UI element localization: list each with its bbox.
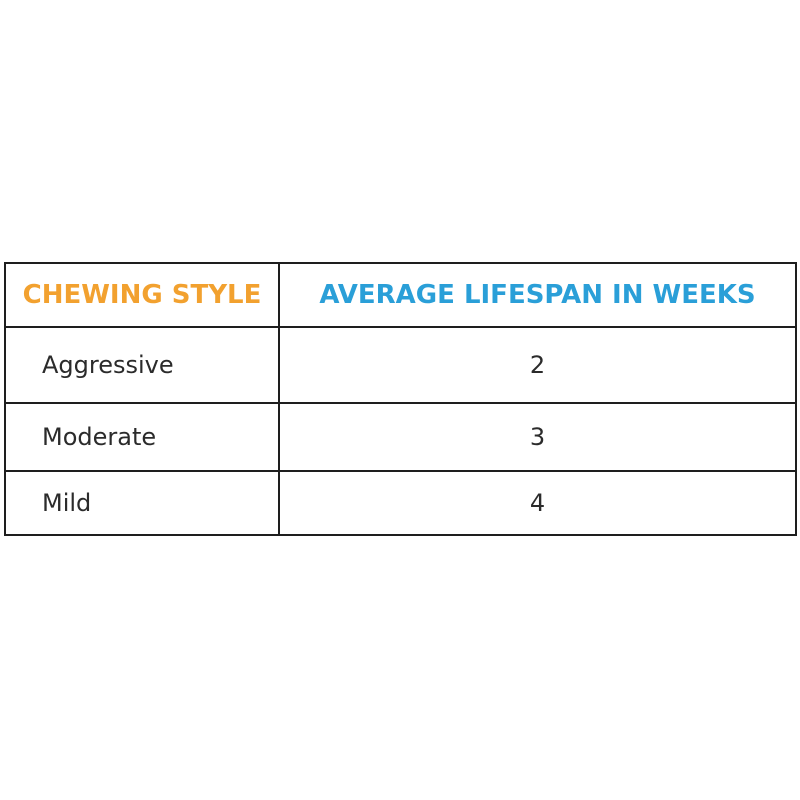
- table-row-weeks: 4: [529, 489, 546, 517]
- table-row-style: Mild: [6, 472, 280, 534]
- header-chewing-style: CHEWING STYLE: [6, 264, 280, 328]
- table-row-style: Aggressive: [6, 328, 280, 404]
- table-row-weeks: 3: [280, 404, 795, 472]
- table-row-weeks: 2: [280, 328, 795, 404]
- table-row-style: Moderate: [6, 404, 280, 472]
- header-average-lifespan: AVERAGE LIFESPAN IN WEEKS: [280, 264, 795, 328]
- lifespan-table: CHEWING STYLE AVERAGE LIFESPAN IN WEEKS …: [4, 262, 797, 536]
